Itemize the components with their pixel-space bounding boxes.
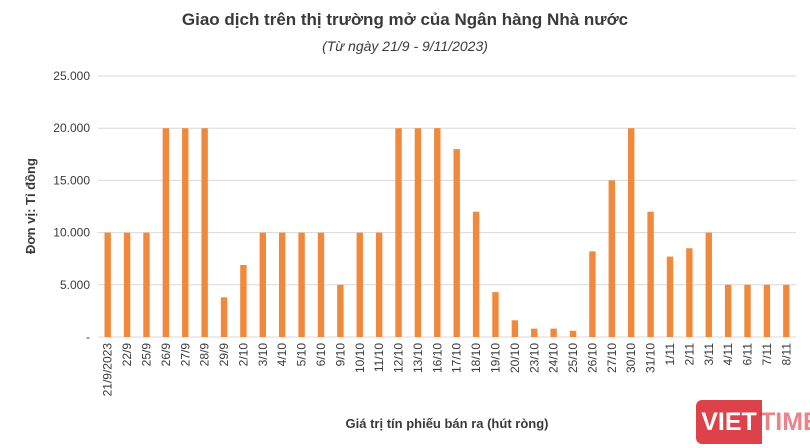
x-tick-label: 28/9 [198, 343, 212, 367]
x-tick-label: 6/10 [314, 343, 328, 367]
viettimes-watermark: VIET TIMES [696, 400, 810, 444]
bar [201, 128, 208, 337]
bar [608, 180, 616, 337]
x-tick-label: 20/10 [508, 343, 522, 373]
x-tick-label: 26/9 [159, 343, 173, 367]
x-axis-ticks: 21/9/2023 22/9 25/9 26/9 27/9 28/9 29/9 2/10 3/1… [101, 343, 794, 397]
bar [278, 232, 286, 337]
x-tick-label: 11/10 [372, 343, 386, 372]
x-tick-label: 25/10 [566, 343, 580, 373]
x-tick-label: 17/10 [450, 343, 464, 373]
x-tick-label: 30/10 [624, 343, 638, 373]
x-tick-label: 3/11 [702, 343, 716, 366]
bar [492, 292, 499, 337]
x-tick-label: 3/10 [256, 343, 270, 367]
bar [317, 232, 325, 337]
x-tick-label: 13/10 [411, 343, 425, 373]
y-tick-label: 20.000 [53, 121, 90, 135]
gridlines [98, 75, 796, 338]
bar [724, 284, 732, 337]
bar [511, 320, 519, 337]
x-tick-label: 1/11 [663, 343, 677, 366]
bar [298, 232, 305, 337]
y-axis-label: Đơn vị: Tỉ đồng [23, 158, 38, 254]
bar [531, 328, 538, 337]
bar [550, 328, 557, 337]
bar [240, 264, 247, 337]
bar [434, 128, 441, 337]
x-tick-label: 29/9 [217, 343, 231, 367]
bar [453, 149, 460, 337]
y-tick-label: 5.000 [60, 278, 90, 292]
x-tick-label: 10/10 [353, 343, 367, 373]
x-tick-label: 27/9 [178, 343, 192, 367]
bar [472, 211, 480, 337]
watermark-viet: VIET [696, 400, 762, 444]
x-axis-label: Giá trị tín phiếu bán ra (hút ròng) [346, 416, 549, 431]
x-tick-label: 25/9 [139, 343, 153, 367]
x-tick-label: 24/10 [547, 343, 561, 373]
x-tick-label: 23/10 [527, 343, 541, 373]
y-axis-ticks: - 5.000 10.000 15.000 20.000 25.000 [53, 69, 90, 344]
x-tick-label: 7/11 [760, 343, 774, 366]
bar [783, 284, 790, 337]
x-tick-label: 9/10 [333, 343, 347, 367]
bar [627, 128, 635, 337]
bar [337, 284, 344, 337]
x-tick-label: 2/10 [236, 343, 250, 367]
bar [763, 284, 771, 337]
chart-subtitle: (Từ ngày 21/9 - 9/11/2023) [322, 38, 488, 54]
bar [705, 232, 712, 337]
bar [395, 128, 402, 337]
x-tick-label: 16/10 [430, 343, 444, 373]
y-tick-label: - [86, 330, 90, 344]
bar [666, 256, 674, 337]
bar [104, 232, 111, 337]
x-tick-label: 31/10 [644, 343, 658, 373]
x-tick-label: 4/11 [721, 343, 735, 366]
bars [104, 128, 790, 337]
bar [569, 330, 577, 337]
chart-title: Giao dịch trên thị trường mở của Ngân hà… [181, 10, 629, 29]
y-tick-label: 15.000 [53, 173, 90, 187]
x-tick-label: 22/9 [120, 343, 134, 367]
bar [356, 232, 363, 337]
y-tick-label: 25.000 [53, 69, 90, 83]
bar [259, 232, 267, 337]
x-tick-label: 4/10 [275, 343, 289, 367]
y-tick-label: 10.000 [53, 226, 90, 240]
bar [143, 232, 150, 337]
x-tick-label: 18/10 [469, 343, 483, 373]
bar [647, 211, 654, 337]
bar [162, 128, 170, 337]
bar [686, 248, 693, 337]
bar [220, 297, 228, 337]
x-tick-label: 19/10 [488, 343, 502, 373]
x-tick-label: 2/11 [682, 343, 696, 366]
bar [182, 128, 189, 337]
x-tick-label: 27/10 [605, 343, 619, 373]
bar [123, 232, 131, 337]
x-tick-label: 21/9/2023 [101, 343, 115, 397]
bar [589, 251, 596, 337]
x-tick-label: 6/11 [741, 343, 755, 366]
bar [414, 128, 422, 337]
x-tick-label: 5/10 [295, 343, 309, 367]
watermark-times: TIMES [760, 408, 810, 436]
x-tick-label: 8/11 [779, 343, 793, 366]
bar [375, 232, 383, 337]
x-tick-label: 12/10 [392, 343, 406, 373]
bar [744, 284, 751, 337]
x-tick-label: 26/10 [585, 343, 599, 373]
